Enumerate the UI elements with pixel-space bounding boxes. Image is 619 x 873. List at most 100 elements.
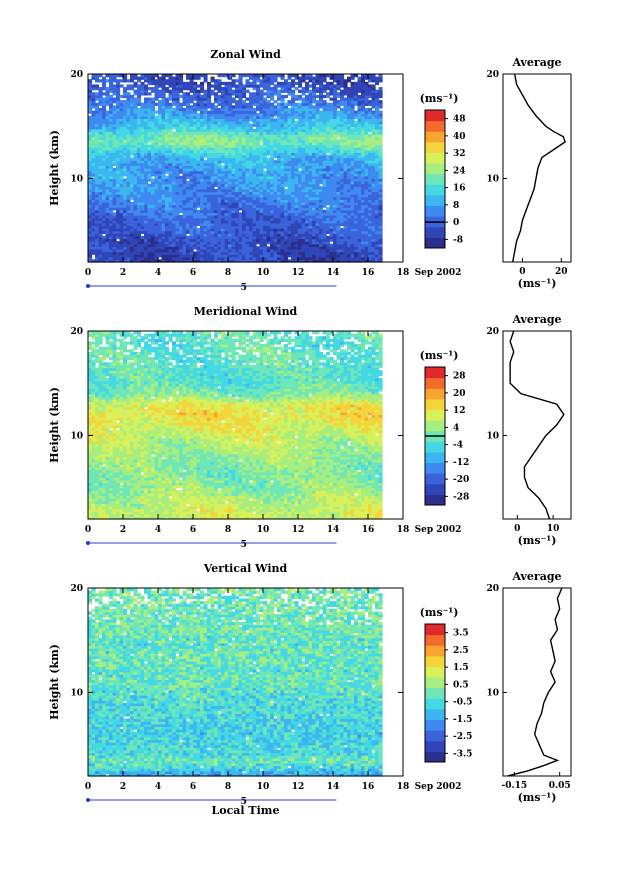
heatmap-cell <box>119 246 124 250</box>
heatmap-cell <box>319 248 324 253</box>
heatmap-cell <box>235 243 240 247</box>
heatmap-cell <box>109 248 114 253</box>
heatmap-cell <box>126 254 131 258</box>
heatmap-cell <box>364 228 369 232</box>
heatmap-cell <box>158 246 163 250</box>
heatmap-cell <box>217 256 222 260</box>
heatmap-cell <box>95 225 100 229</box>
heatmap-cell <box>95 241 100 245</box>
heatmap-cell <box>298 256 303 260</box>
heatmap-cell <box>354 243 359 247</box>
heatmap-cell <box>305 248 310 253</box>
heatmap-cell <box>340 251 345 255</box>
heatmap-cell <box>189 248 194 253</box>
heatmap-cell <box>214 241 219 245</box>
heatmap-cell <box>105 259 110 263</box>
heatmap-cell <box>165 241 170 245</box>
heatmap-cell <box>186 251 191 255</box>
heatmap-cell <box>277 254 282 258</box>
heatmap-cell <box>116 246 121 250</box>
heatmap-cell <box>259 241 264 245</box>
heatmap-cell <box>228 246 233 250</box>
heatmap-cell <box>168 238 173 242</box>
heatmap-cell <box>112 228 117 232</box>
heatmap-cell <box>214 228 219 232</box>
heatmap-cell <box>228 230 233 234</box>
heatmap-cell <box>207 235 212 240</box>
heatmap-cell <box>137 225 142 229</box>
heatmap-cell <box>354 246 359 250</box>
heatmap-cell <box>284 225 289 229</box>
heatmap-cell <box>137 230 142 234</box>
heatmap-cell <box>291 243 296 247</box>
heatmap-cell <box>301 256 306 260</box>
heatmap-cell <box>137 228 142 232</box>
heatmap-cell <box>340 230 345 234</box>
heatmap-cell <box>235 248 240 253</box>
heatmap-cell <box>294 121 299 125</box>
heatmap-cell <box>151 243 156 247</box>
heatmap-cell <box>182 248 187 253</box>
heatmap-cell <box>221 235 226 240</box>
heatmap-cell <box>238 235 243 240</box>
heatmap-cell <box>245 225 250 229</box>
heatmap-cell <box>147 233 152 237</box>
heatmap-cell <box>259 144 264 148</box>
heatmap-cell <box>175 251 180 255</box>
heatmap-cell <box>151 248 156 253</box>
heatmap-cell <box>175 225 180 229</box>
heatmap-cell <box>245 233 250 237</box>
heatmap-cell <box>130 238 135 242</box>
heatmap-cell <box>91 238 96 242</box>
heatmap-cell <box>98 107 103 112</box>
heatmap-cell <box>294 259 299 263</box>
heatmap-cell <box>245 254 250 258</box>
heatmap-cell <box>301 246 306 250</box>
heatmap-cell <box>123 233 128 237</box>
heatmap-cell <box>221 230 226 234</box>
heatmap-cell <box>350 246 355 250</box>
heatmap-cell <box>256 235 261 240</box>
heatmap-cell <box>207 243 212 247</box>
heatmap-cell <box>329 259 334 263</box>
heatmap-cell <box>263 243 268 247</box>
heatmap-cell <box>315 248 320 253</box>
heatmap-cell <box>133 256 138 260</box>
heatmap-cell <box>291 228 296 232</box>
heatmap-cell <box>228 248 233 253</box>
heatmap-cell <box>140 248 145 253</box>
heatmap-cell <box>315 228 320 232</box>
heatmap-cell <box>329 254 334 258</box>
heatmap-cell <box>140 230 145 234</box>
heatmap-cell <box>266 246 271 250</box>
heatmap-cell <box>221 251 226 255</box>
heatmap-cell <box>210 254 215 258</box>
heatmap-cell <box>273 243 278 247</box>
heatmap-cell <box>343 243 348 247</box>
heatmap-cell <box>357 254 362 258</box>
heatmap-cell <box>329 238 334 242</box>
heatmap-cell <box>95 254 100 258</box>
heatmap-cell <box>144 228 149 232</box>
heatmap-cell <box>207 246 212 250</box>
heatmap-cell <box>102 225 107 229</box>
heatmap-cell <box>109 243 114 247</box>
heatmap-cell <box>273 105 278 109</box>
heatmap-cell <box>298 228 303 232</box>
heatmap-cell <box>277 225 282 229</box>
heatmap-cell <box>294 233 299 237</box>
heatmap-cell <box>109 254 114 258</box>
heatmap-cell <box>273 118 278 122</box>
heatmap-cell <box>343 241 348 245</box>
heatmap-cell <box>375 259 380 263</box>
heatmap-cell <box>88 235 93 240</box>
heatmap-cell <box>133 235 138 240</box>
heatmap-cell <box>364 238 369 242</box>
heatmap-cell <box>151 256 156 260</box>
heatmap-cell <box>273 233 278 237</box>
heatmap-cell <box>245 259 250 263</box>
heatmap-cell <box>322 228 327 232</box>
heatmap-cell <box>329 230 334 234</box>
heatmap-cell <box>242 241 247 245</box>
heatmap-cell <box>137 248 142 253</box>
